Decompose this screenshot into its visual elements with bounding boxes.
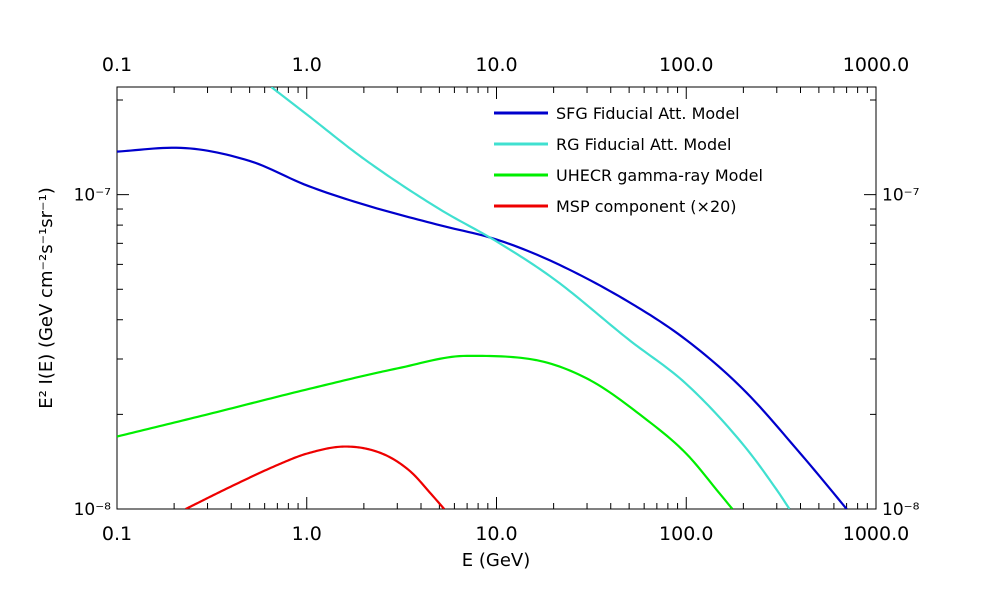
x-tick-label-bottom: 10.0 [475, 523, 517, 545]
legend-label-1: SFG Fiducial Att. Model [556, 104, 740, 123]
x-tick-label-bottom: 1000.0 [843, 523, 909, 545]
x-tick-label-top: 10.0 [475, 54, 517, 76]
series-line-1 [117, 146, 848, 509]
legend: SFG Fiducial Att. Model RG Fiducial Att. … [494, 104, 763, 216]
x-tick-label-top: 1000.0 [843, 54, 909, 76]
legend-label-4: MSP component (×20) [556, 197, 737, 216]
x-tick-label-top: 100.0 [659, 54, 713, 76]
axis-tick-labels: 0.1 0.1 1.0 1.0 10.0 10.0 100.0 100.0 1000.0 1000… [74, 54, 920, 545]
x-tick-label-top: 0.1 [102, 54, 132, 76]
y-tick-label-left: 10⁻⁸ [74, 500, 112, 520]
y-axis-label: E² I(E) (GeV cm⁻²s⁻¹sr⁻¹) [36, 187, 57, 409]
legend-label-2: RG Fiducial Att. Model [556, 135, 731, 154]
legend-label-3: UHECR gamma-ray Model [556, 166, 763, 185]
series-line-2 [270, 87, 791, 509]
x-tick-label-bottom: 0.1 [102, 523, 132, 545]
series-line-4 [185, 445, 446, 509]
y-tick-label-right: 10⁻⁷ [882, 186, 920, 206]
x-tick-label-bottom: 100.0 [659, 523, 713, 545]
series-line-3 [117, 354, 734, 509]
axis-ticks [116, 87, 877, 510]
plot-frame [116, 86, 877, 510]
y-tick-label-right: 10⁻⁸ [882, 500, 920, 520]
x-tick-label-bottom: 1.0 [292, 523, 322, 545]
y-tick-label-left: 10⁻⁷ [74, 186, 112, 206]
series-lines [117, 87, 848, 509]
x-tick-label-top: 1.0 [292, 54, 322, 76]
plot-area-border [116, 86, 877, 510]
x-axis-label: E (GeV) [462, 550, 530, 571]
